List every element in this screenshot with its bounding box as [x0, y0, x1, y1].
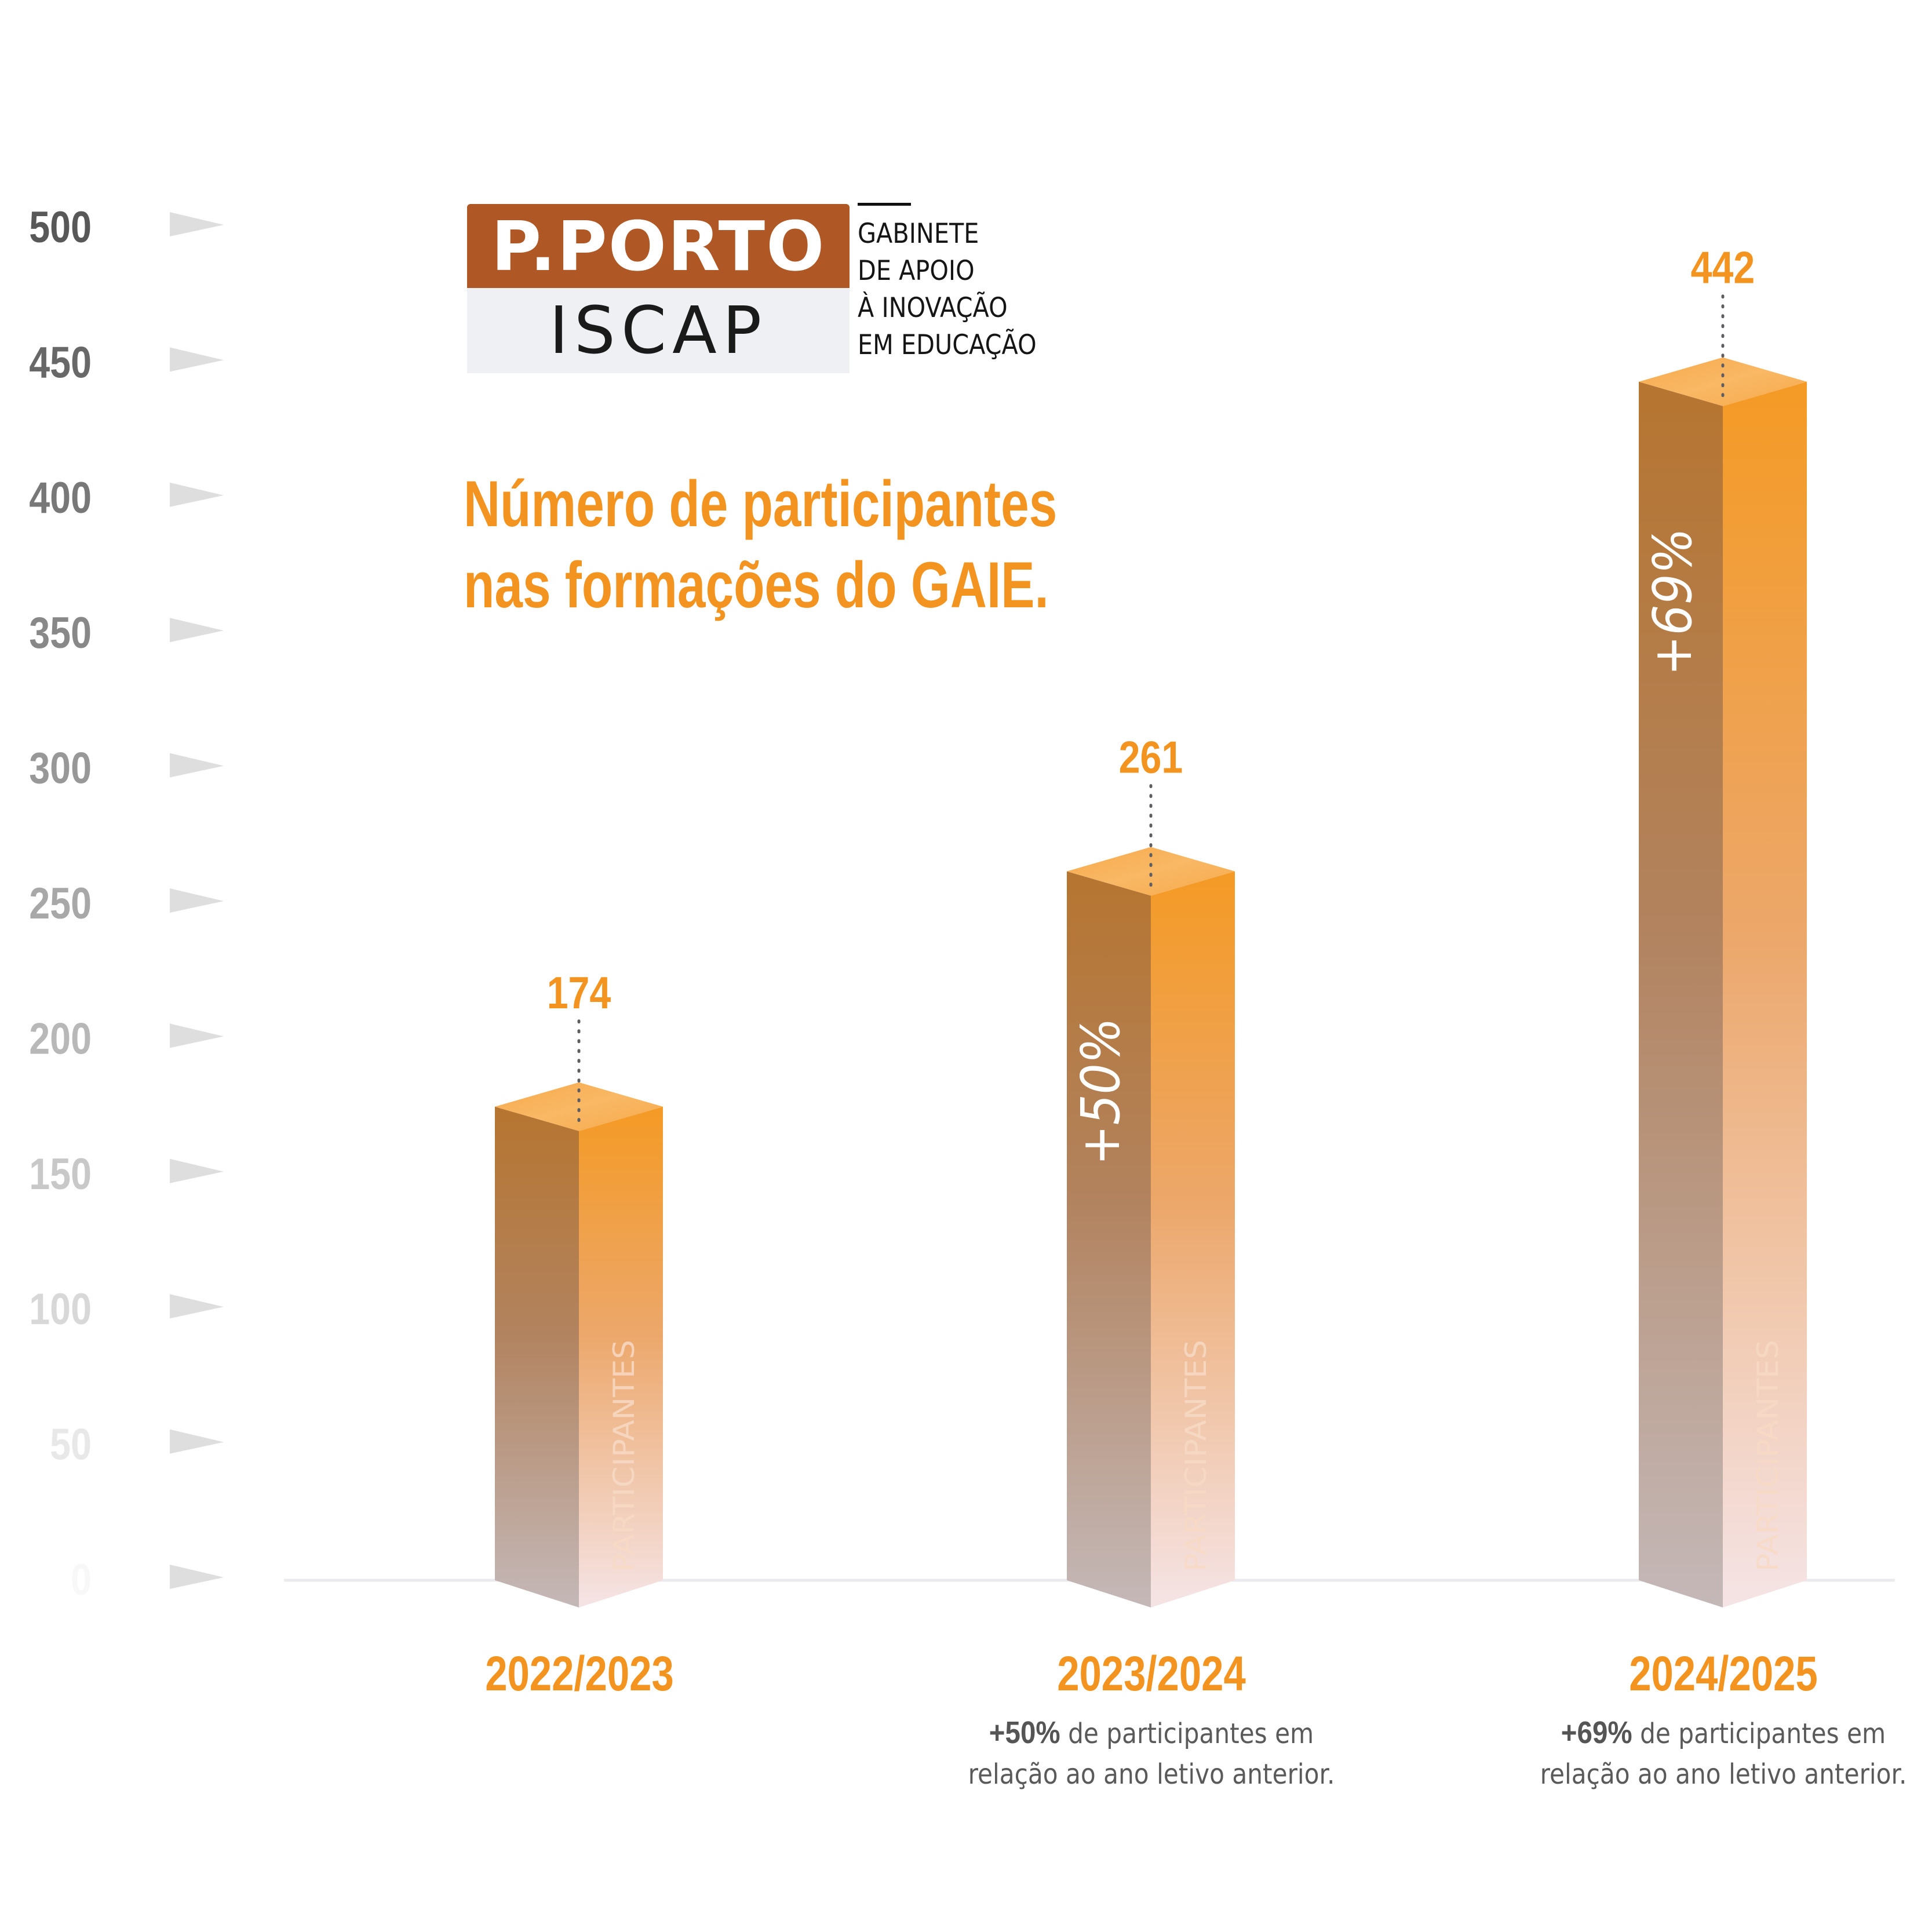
logo-iscap: ISCAP: [467, 288, 850, 373]
pporto-iscap-logo: P.PORTO ISCAP: [467, 204, 850, 373]
y-tick-arrow-icon: [170, 1023, 224, 1048]
y-tick-label: 50: [50, 1420, 92, 1469]
chart-title-line: Número de participantes: [464, 468, 1058, 540]
growth-note-text: de participantes em: [1632, 1718, 1886, 1750]
growth-note-value: +50%: [989, 1715, 1060, 1750]
logo-pporto: P.PORTO: [467, 204, 850, 288]
y-tick-arrow-icon: [170, 212, 224, 236]
bar-right-face: [579, 1106, 663, 1607]
growth-note: +50% de participantes em relação ao ano …: [947, 1712, 1355, 1795]
category-label: 2023/2024: [1057, 1646, 1246, 1701]
bar-left-face: [1067, 871, 1151, 1607]
y-tick-label: 300: [29, 743, 92, 793]
y-tick-label: 100: [29, 1284, 92, 1333]
bar-participantes-label: PARTICIPANTES: [1179, 1340, 1213, 1572]
bar-participantes-label: PARTICIPANTES: [1751, 1340, 1785, 1572]
growth-note-text: de participantes em: [1060, 1718, 1314, 1750]
y-tick-arrow-icon: [170, 888, 224, 913]
logo-subtitle-line: À INOVAÇÃO: [858, 292, 1008, 324]
value-label: 174: [547, 968, 611, 1018]
bar-top-face: [1067, 847, 1235, 896]
logo-subtitle-line: EM EDUCAÇÃO: [858, 329, 1037, 361]
y-tick-arrow-icon: [170, 1565, 224, 1589]
y-tick-arrow-icon: [170, 618, 224, 643]
bar-right-face: [1723, 381, 1807, 1607]
category-caption: 2022/2023: [348, 1646, 811, 1702]
value-label: 261: [1119, 732, 1183, 783]
bar-right-face: [1151, 871, 1235, 1607]
logo-subtitle-line: GABINETE: [858, 218, 979, 250]
y-tick-arrow-icon: [170, 1158, 224, 1183]
logo-divider: [858, 203, 911, 206]
category-label: 2024/2025: [1629, 1646, 1818, 1701]
bar-left-face: [1639, 381, 1723, 1607]
bar-top-face: [495, 1082, 663, 1131]
logo-subtitle-line: DE APOIO: [858, 255, 975, 287]
bar: 174 PARTICIPANTES: [495, 968, 663, 1607]
y-tick-label: 0: [71, 1555, 92, 1604]
y-tick-label: 450: [29, 337, 92, 387]
y-tick-label: 200: [29, 1014, 92, 1063]
y-tick-label: 350: [29, 608, 92, 657]
growth-label: +69%: [1642, 528, 1704, 676]
growth-note-line1: +69% de participantes em: [1519, 1712, 1927, 1754]
bar: 261 PARTICIPANTES +50%: [1067, 732, 1235, 1607]
growth-note-value: +69%: [1561, 1715, 1632, 1750]
y-tick-label: 150: [29, 1149, 92, 1198]
y-tick-arrow-icon: [170, 347, 224, 372]
chart-title-line: nas formações do GAIE.: [464, 549, 1049, 621]
y-tick-arrow-icon: [170, 1429, 224, 1454]
chart-title: Número de participantes nas formações do…: [464, 464, 1057, 626]
category-caption: 2024/2025 +69% de participantes em relaç…: [1492, 1646, 1932, 1795]
bar-participantes-label: PARTICIPANTES: [607, 1340, 641, 1572]
y-tick-label: 250: [29, 878, 92, 928]
category-label: 2022/2023: [485, 1646, 674, 1701]
y-tick-label: 500: [29, 202, 92, 251]
growth-note-line1: +50% de participantes em: [947, 1712, 1355, 1754]
y-tick-arrow-icon: [170, 753, 224, 778]
y-tick-label: 400: [29, 473, 92, 522]
growth-note: +69% de participantes em relação ao ano …: [1519, 1712, 1927, 1795]
growth-label: +50%: [1070, 1018, 1132, 1165]
category-caption: 2023/2024 +50% de participantes em relaç…: [920, 1646, 1383, 1795]
bar: 442 PARTICIPANTES +69%: [1639, 243, 1807, 1607]
y-tick-arrow-icon: [170, 1294, 224, 1319]
logo-subtitle: GABINETE DE APOIO À INOVAÇÃO EM EDUCAÇÃO: [858, 216, 1037, 364]
y-tick-arrow-icon: [170, 482, 224, 507]
growth-note-line2: relação ao ano letivo anterior.: [1540, 1758, 1907, 1791]
bar-left-face: [495, 1106, 579, 1607]
bar-top-face: [1639, 357, 1807, 406]
value-label: 442: [1691, 243, 1755, 293]
growth-note-line2: relação ao ano letivo anterior.: [968, 1758, 1335, 1791]
